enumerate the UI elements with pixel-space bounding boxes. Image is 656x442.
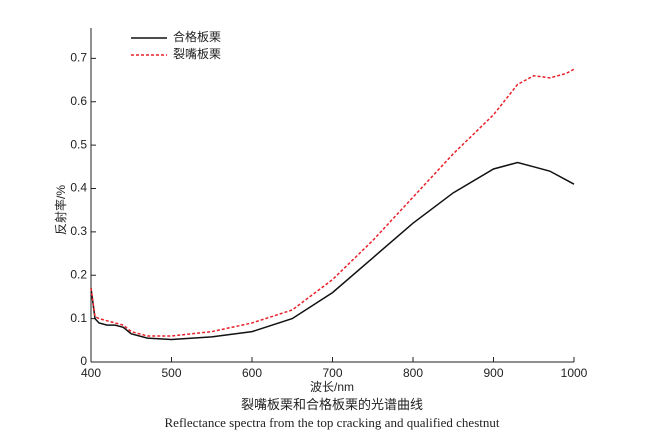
- x-tick-label: 800: [403, 366, 423, 380]
- caption-cn: 裂嘴板栗和合格板栗的光谱曲线: [241, 397, 423, 412]
- y-tick-label: 0.5: [70, 137, 87, 151]
- x-tick-label: 500: [161, 366, 181, 380]
- x-tick-label: 400: [81, 366, 101, 380]
- y-tick-label: 0.7: [70, 51, 87, 65]
- series-line: [90, 68, 575, 337]
- y-tick-label: 0.1: [70, 311, 87, 325]
- legend-label: 裂嘴板栗: [173, 47, 221, 61]
- x-tick-label: 900: [483, 366, 503, 380]
- y-tick-label: 0.3: [70, 224, 87, 238]
- x-tick-label: 700: [322, 366, 342, 380]
- x-tick-label: 600: [242, 366, 262, 380]
- y-tick-label: 0: [80, 354, 87, 368]
- caption-en: Reflectance spectra from the top crackin…: [165, 415, 500, 430]
- y-axis-label: 反射率/%: [53, 185, 68, 235]
- x-tick-label: 1000: [561, 366, 588, 380]
- x-axis-label: 波长/nm: [310, 380, 354, 394]
- y-tick-label: 0.4: [70, 181, 87, 195]
- series-line: [90, 161, 575, 341]
- legend-label: 合格板栗: [173, 29, 221, 44]
- y-tick-label: 0.2: [70, 267, 87, 281]
- y-tick-label: 0.6: [70, 94, 87, 108]
